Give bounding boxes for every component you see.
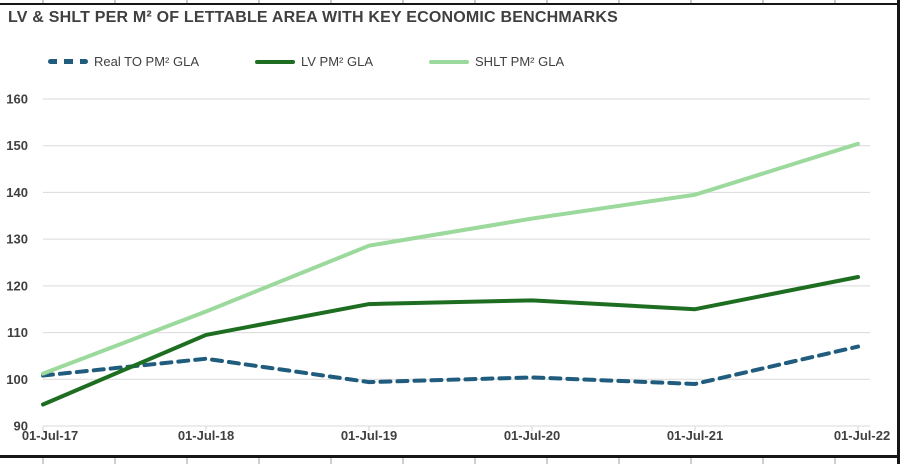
legend-label-shlt: SHLT PM² GLA [475,54,565,69]
legend-label-lv: LV PM² GLA [301,54,374,69]
y-axis-tick-label: 150 [6,138,28,153]
legend-swatch-lv-line-icon [255,59,295,64]
y-axis-tick-label: 110 [7,325,28,340]
legend-swatch-shlt-line-icon [429,59,470,64]
y-axis-tick-label: 130 [6,232,28,247]
y-axis-tick-label: 160 [6,92,28,107]
y-axis-tick-label: 90 [14,419,28,434]
y-axis-tick-label: 140 [6,185,28,200]
legend-item-shlt: SHLT PM² GLA [429,54,564,69]
x-axis-tick-label: 01-Jul-21 [667,428,723,443]
frame-border-top [0,3,900,5]
cropped-tick-strip-top [0,0,900,3]
x-axis-tick-label: 01-Jul-22 [834,428,890,443]
x-axis-tick-label: 01-Jul-20 [504,428,560,443]
legend-item-real-to: Real TO PM² GLA [48,54,199,69]
y-axis-tick-label: 100 [6,372,28,387]
y-axis-tick-label: 120 [6,278,28,293]
series-line-lv [41,274,860,407]
series-line-shlt [41,141,860,376]
legend: Real TO PM² GLA LV PM² GLA SHLT PM² GLA [48,54,564,69]
legend-label-real-to: Real TO PM² GLA [94,54,199,69]
chart-title: LV & SHLT PER M² OF LETTABLE AREA WITH K… [8,9,619,26]
frame-border-bottom [0,455,900,458]
legend-swatch-real-to-dashed-line-icon [48,59,88,64]
x-axis-tick-label: 01-Jul-19 [341,428,397,443]
legend-item-lv: LV PM² GLA [255,54,373,69]
series-line-real-to [41,344,860,386]
x-axis-tick-label: 01-Jul-17 [22,428,78,443]
frame-border-right [897,0,900,464]
x-axis-tick-label: 01-Jul-18 [178,428,234,443]
cropped-tick-strip-bottom [0,458,900,464]
